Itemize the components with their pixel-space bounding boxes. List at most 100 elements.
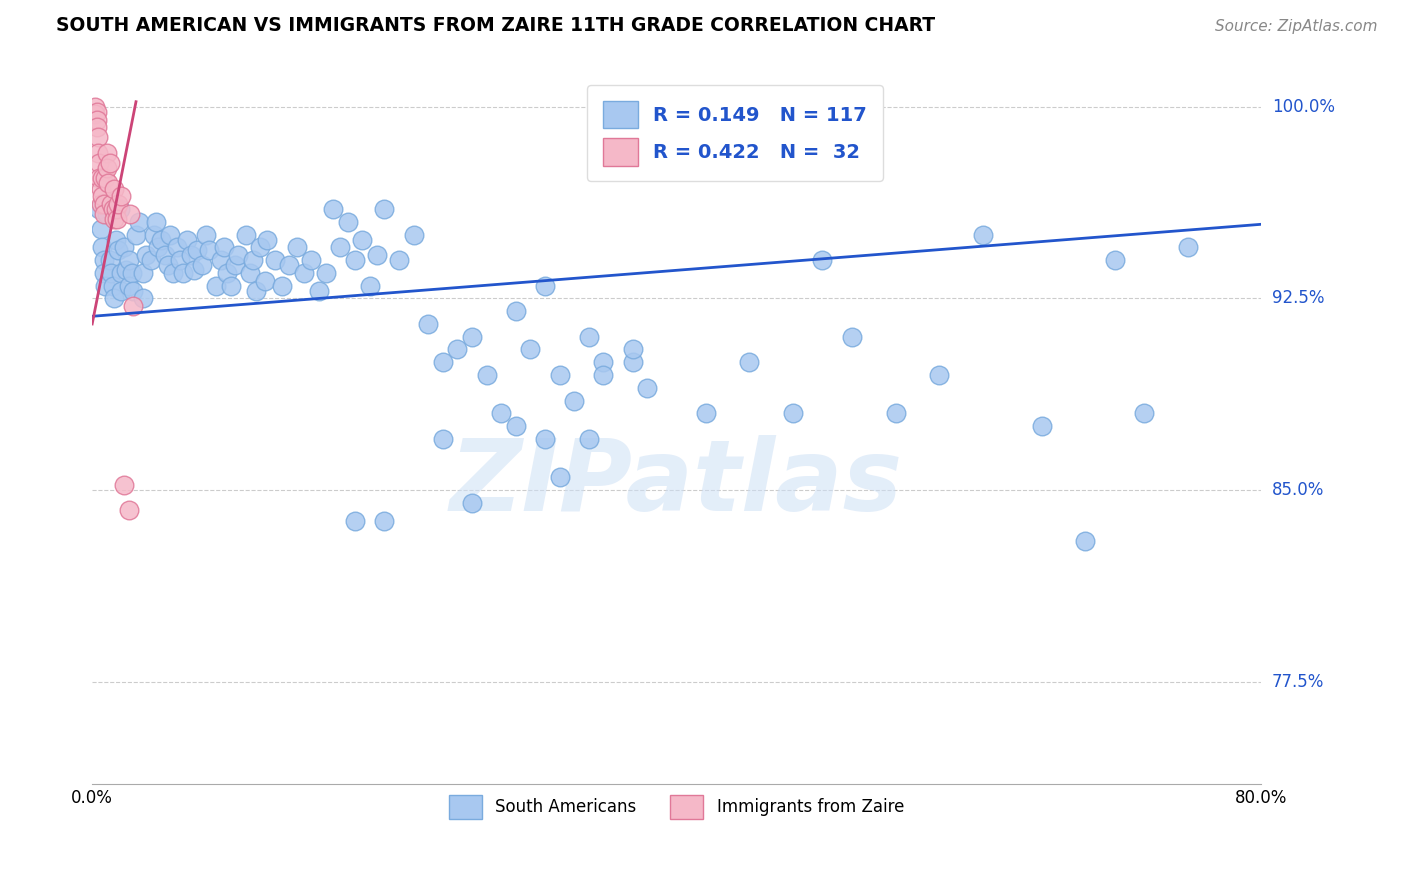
Point xyxy=(432,432,454,446)
Point xyxy=(519,343,541,357)
Point xyxy=(128,215,150,229)
Point xyxy=(352,233,374,247)
Point xyxy=(94,278,117,293)
Point xyxy=(388,253,411,268)
Point xyxy=(162,266,184,280)
Point xyxy=(93,253,115,268)
Point xyxy=(93,207,115,221)
Point xyxy=(235,227,257,242)
Point xyxy=(91,189,114,203)
Point xyxy=(928,368,950,382)
Point xyxy=(226,248,249,262)
Point xyxy=(344,253,367,268)
Point xyxy=(245,284,267,298)
Point xyxy=(90,222,112,236)
Point xyxy=(103,212,125,227)
Point xyxy=(146,240,169,254)
Point xyxy=(432,355,454,369)
Point xyxy=(212,240,235,254)
Point xyxy=(90,181,112,195)
Point xyxy=(90,197,112,211)
Point xyxy=(155,248,177,262)
Point xyxy=(256,233,278,247)
Point xyxy=(97,177,120,191)
Point xyxy=(1133,406,1156,420)
Point xyxy=(149,233,172,247)
Point xyxy=(366,248,388,262)
Point xyxy=(1177,240,1199,254)
Point xyxy=(562,393,585,408)
Point xyxy=(84,100,107,114)
Text: ZIPatlas: ZIPatlas xyxy=(450,434,903,532)
Text: 77.5%: 77.5% xyxy=(1272,673,1324,690)
Point xyxy=(166,240,188,254)
Point xyxy=(636,381,658,395)
Point xyxy=(315,266,337,280)
Point xyxy=(107,243,129,257)
Text: 85.0%: 85.0% xyxy=(1272,481,1324,499)
Point xyxy=(1074,534,1097,549)
Point xyxy=(103,292,125,306)
Legend: South Americans, Immigrants from Zaire: South Americans, Immigrants from Zaire xyxy=(441,789,911,825)
Point xyxy=(534,432,557,446)
Point xyxy=(176,233,198,247)
Point xyxy=(86,112,108,127)
Point xyxy=(190,258,212,272)
Point xyxy=(112,240,135,254)
Point xyxy=(215,266,238,280)
Point xyxy=(972,227,994,242)
Point xyxy=(278,258,301,272)
Point xyxy=(782,406,804,420)
Point xyxy=(665,138,688,153)
Point xyxy=(93,266,115,280)
Point xyxy=(219,278,242,293)
Point xyxy=(621,355,644,369)
Point xyxy=(738,355,761,369)
Point xyxy=(205,278,228,293)
Point xyxy=(592,355,614,369)
Point xyxy=(120,207,142,221)
Point xyxy=(292,266,315,280)
Point xyxy=(475,368,498,382)
Point xyxy=(884,406,907,420)
Point xyxy=(621,343,644,357)
Point xyxy=(183,263,205,277)
Point xyxy=(271,278,294,293)
Point xyxy=(308,284,330,298)
Point xyxy=(373,202,395,216)
Point xyxy=(96,145,118,160)
Point xyxy=(224,258,246,272)
Point xyxy=(505,419,527,434)
Point xyxy=(373,514,395,528)
Point xyxy=(505,304,527,318)
Point xyxy=(402,227,425,242)
Text: 100.0%: 100.0% xyxy=(1272,98,1334,116)
Point xyxy=(446,343,468,357)
Point xyxy=(142,227,165,242)
Point xyxy=(100,197,122,211)
Point xyxy=(489,406,512,420)
Point xyxy=(329,240,352,254)
Point xyxy=(105,212,128,227)
Point xyxy=(548,368,571,382)
Point xyxy=(841,329,863,343)
Point xyxy=(96,161,118,175)
Point xyxy=(242,253,264,268)
Point xyxy=(416,317,439,331)
Point xyxy=(299,253,322,268)
Point xyxy=(87,145,110,160)
Point xyxy=(93,197,115,211)
Point xyxy=(578,329,600,343)
Point xyxy=(122,284,145,298)
Point xyxy=(592,368,614,382)
Point xyxy=(578,432,600,446)
Point xyxy=(96,197,118,211)
Point xyxy=(253,273,276,287)
Point xyxy=(104,202,127,216)
Point xyxy=(110,189,132,203)
Point xyxy=(103,181,125,195)
Point xyxy=(89,171,111,186)
Point xyxy=(98,253,121,268)
Point xyxy=(91,240,114,254)
Point xyxy=(344,514,367,528)
